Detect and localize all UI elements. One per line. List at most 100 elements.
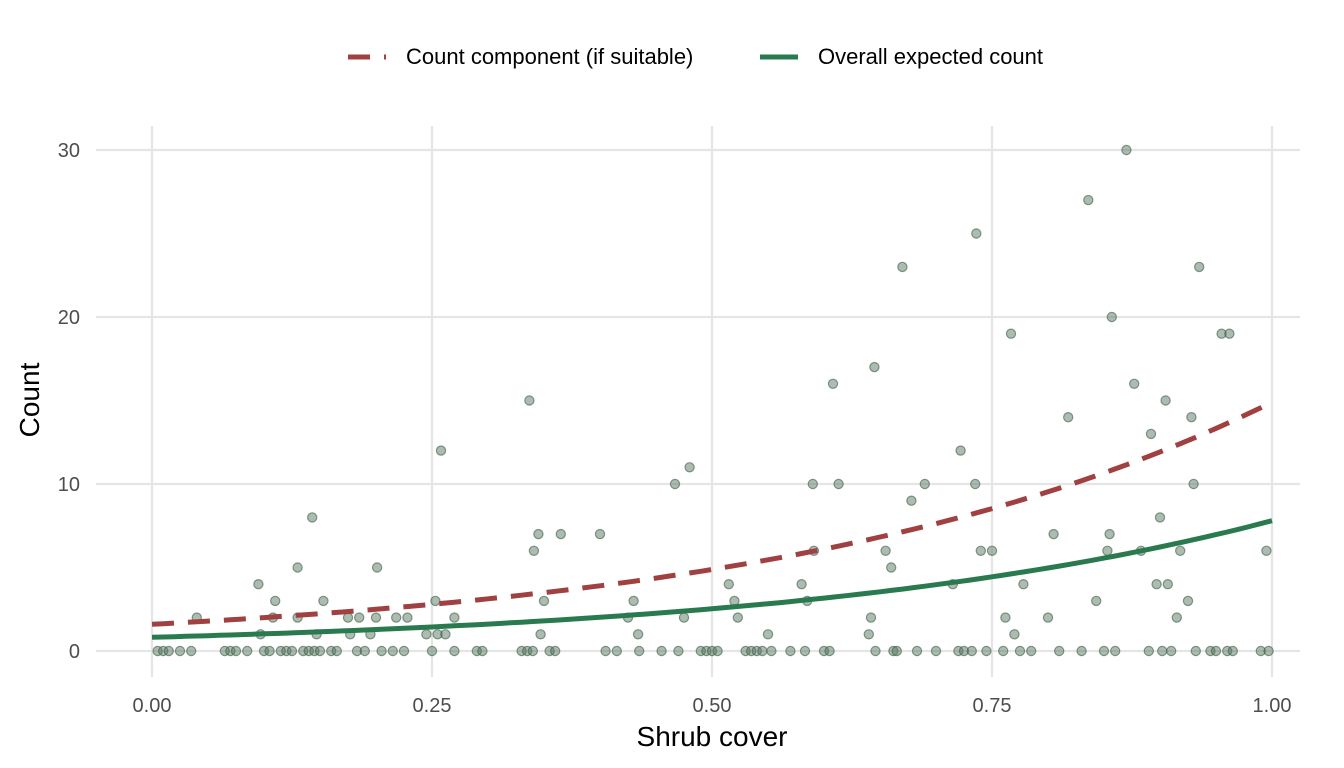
data-point (891, 645, 903, 657)
y-tick-label: 30 (58, 140, 80, 162)
data-point (723, 579, 735, 590)
data-point (1090, 595, 1102, 607)
data-point (535, 629, 546, 640)
data-point (550, 645, 561, 657)
data-point (673, 645, 684, 657)
data-point (833, 478, 844, 490)
data-point (762, 629, 774, 640)
data-point (314, 645, 326, 657)
data-point (1224, 328, 1235, 339)
legend-label-count-component: Count component (if suitable) (406, 44, 693, 69)
data-point (930, 645, 942, 657)
data-point (807, 478, 819, 490)
data-point (1261, 545, 1272, 557)
data-point (555, 528, 567, 540)
data-point (342, 612, 354, 623)
data-point (712, 645, 723, 657)
data-point (1160, 395, 1171, 406)
data-point (1025, 645, 1037, 657)
data-point (824, 645, 835, 657)
data-point (528, 545, 540, 557)
data-point (975, 545, 987, 557)
y-tick-label: 20 (58, 307, 80, 329)
data-point (880, 545, 891, 557)
data-point (1145, 428, 1157, 440)
data-point (253, 579, 264, 590)
data-point (1193, 261, 1205, 273)
data-point (292, 562, 303, 573)
y-axis-title: Count (14, 362, 45, 437)
data-point (865, 612, 877, 623)
data-point (430, 595, 441, 607)
data-point (1048, 528, 1059, 540)
data-point (1106, 311, 1118, 323)
data-point (477, 645, 488, 657)
data-point (1186, 412, 1197, 423)
data-point (527, 645, 539, 657)
data-point (435, 445, 447, 456)
data-point (230, 645, 242, 657)
x-tick-label: 0.50 (693, 695, 732, 717)
data-point (970, 478, 981, 490)
legend-label-overall-expected: Overall expected count (818, 44, 1043, 69)
data-point (863, 629, 875, 640)
data-point (684, 462, 695, 473)
data-point (796, 579, 807, 590)
data-point (1143, 645, 1155, 657)
data-point (1154, 512, 1166, 523)
overall-expected-curve (151, 518, 1273, 640)
data-point (870, 645, 881, 657)
data-point (1151, 579, 1162, 590)
y-tick-label: 0 (69, 641, 80, 663)
data-point (1104, 528, 1115, 540)
data-point (1188, 478, 1199, 490)
x-tick-label: 0.00 (133, 695, 172, 717)
x-tick-label: 0.25 (413, 695, 452, 717)
data-point (286, 645, 298, 657)
data-point (270, 595, 281, 607)
data-point (1109, 645, 1121, 657)
data-point (426, 645, 438, 657)
data-point (1000, 612, 1011, 623)
data-point (1014, 645, 1026, 657)
data-point (799, 645, 811, 657)
data-point (785, 645, 796, 657)
data-point (1162, 579, 1174, 590)
data-point (757, 645, 768, 657)
data-point (1210, 645, 1222, 657)
data-point (449, 645, 460, 657)
data-point (611, 645, 623, 657)
data-point (391, 612, 402, 623)
data-point (911, 645, 923, 657)
data-point (1227, 645, 1239, 657)
data-point (163, 645, 174, 657)
data-point (318, 595, 329, 607)
data-point (628, 595, 639, 607)
data-point (354, 612, 365, 623)
data-point (538, 595, 550, 607)
data-point (897, 261, 908, 273)
data-point (1263, 645, 1274, 657)
data-point (634, 645, 645, 657)
data-point (1121, 144, 1132, 156)
data-point (766, 645, 777, 657)
data-point (971, 228, 982, 239)
data-point (906, 495, 917, 506)
data-point (632, 629, 644, 640)
data-point (440, 629, 451, 640)
data-point (264, 645, 275, 657)
data-point (402, 612, 413, 623)
data-point (1174, 545, 1186, 557)
data-point (919, 478, 931, 490)
data-point (732, 612, 744, 623)
data-point (981, 645, 992, 657)
data-point (886, 562, 897, 573)
curves-layer (151, 399, 1274, 640)
data-point (1042, 612, 1054, 623)
data-point (869, 361, 880, 373)
data-point (359, 645, 370, 657)
data-point (656, 645, 667, 657)
data-point (533, 528, 544, 540)
data-point (1190, 645, 1202, 657)
points-layer (152, 144, 1274, 657)
